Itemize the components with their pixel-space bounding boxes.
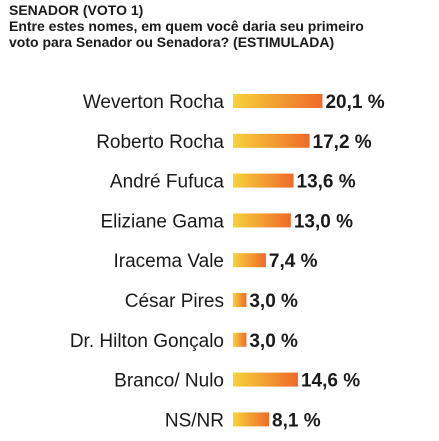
bar — [233, 293, 247, 307]
candidate-label: Branco/ Nulo — [114, 371, 224, 392]
value-label: 3,0 % — [249, 291, 298, 312]
value-label: 8,1 % — [272, 410, 321, 431]
candidate-label: Weverton Rocha — [83, 92, 225, 113]
bar — [233, 253, 266, 268]
chart-header: SENADOR (VOTO 1) Entre estes nomes, em q… — [9, 2, 434, 51]
candidate-label: Dr. Hilton Gonçalo — [70, 331, 224, 352]
value-label: 3,0 % — [249, 331, 298, 352]
candidate-label: Eliziane Gama — [100, 211, 224, 232]
value-label: 17,2 % — [313, 132, 372, 153]
value-label: 14,6 % — [301, 371, 360, 392]
candidate-label: Iracema Vale — [113, 251, 224, 272]
chart-title: SENADOR (VOTO 1) — [9, 2, 144, 18]
candidate-label: César Pires — [125, 291, 224, 312]
bar — [233, 412, 270, 427]
bar — [233, 94, 323, 108]
value-label: 13,6 % — [297, 172, 356, 193]
candidate-label: André Fufuca — [110, 172, 224, 193]
candidate-label: Roberto Rocha — [96, 132, 224, 153]
bar — [233, 173, 294, 188]
bar — [233, 332, 247, 347]
chart-subtitle-line-2: voto para Senador ou Senadora? (ESTIMULA… — [9, 34, 335, 50]
bar — [233, 372, 298, 387]
candidate-label: NS/NR — [165, 410, 224, 431]
chart-subtitle-line-1: Entre estes nomes, em quem você daria se… — [9, 18, 364, 34]
bar — [233, 213, 291, 228]
value-label: 13,0 % — [294, 211, 353, 232]
value-label: 7,4 % — [269, 251, 318, 272]
bar — [233, 133, 310, 148]
value-label: 20,1 % — [325, 92, 384, 113]
